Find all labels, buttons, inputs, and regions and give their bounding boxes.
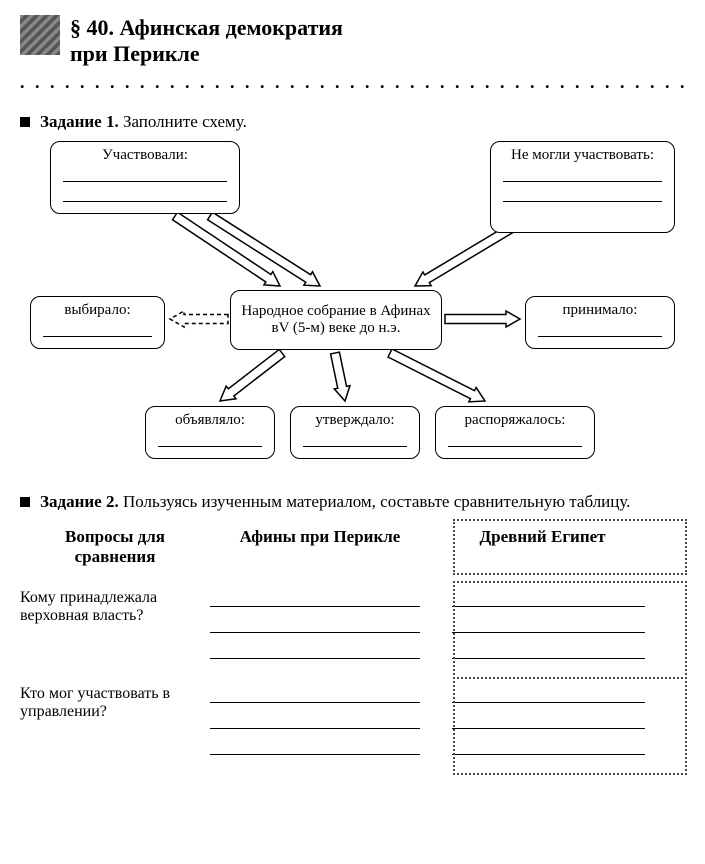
blank-line[interactable] <box>210 615 420 633</box>
node-elected: выбирало: <box>30 296 165 349</box>
task-2: Задание 2. Пользуясь изученным материало… <box>20 491 685 513</box>
blank-line[interactable] <box>210 641 420 659</box>
node-label: утверждало: <box>301 412 409 429</box>
arrow <box>220 349 285 401</box>
title-line-1: § 40. Афинская демократия <box>70 15 343 40</box>
task-1: Задание 1. Заполните схему. <box>20 111 685 133</box>
center-node-label: Народное собрание в Афинах вV (5-м) веке… <box>241 303 431 337</box>
node-label: Участвовали: <box>61 147 229 164</box>
blank-line[interactable] <box>210 711 420 729</box>
blank-line[interactable] <box>43 323 152 337</box>
row-question: Кому принадлежала верховная власть? <box>20 589 210 667</box>
node-not_participate: Не могли участвовать: <box>490 141 675 233</box>
blank-line[interactable] <box>63 188 227 202</box>
task-1-desc: Заполните схему. <box>123 112 247 131</box>
node-label: выбирало: <box>41 302 154 319</box>
blank-line[interactable] <box>452 589 645 607</box>
blank-line[interactable] <box>452 737 645 755</box>
task-2-label: Задание 2. <box>40 492 119 511</box>
page-title: § 40. Афинская демократия при Перикле <box>70 15 343 68</box>
node-label: объявляло: <box>156 412 264 429</box>
blank-line[interactable] <box>452 711 645 729</box>
table-header-3: Древний Египет <box>430 523 655 571</box>
row-athens <box>210 589 430 667</box>
arrow <box>170 311 228 327</box>
arrow <box>331 352 350 401</box>
row-egypt <box>430 685 655 763</box>
node-accepted: принимало: <box>525 296 675 349</box>
diagram: Народное собрание в Афинах вV (5-м) веке… <box>20 141 685 481</box>
bullet-icon <box>20 497 30 507</box>
blank-line[interactable] <box>503 168 662 182</box>
task-2-desc: Пользуясь изученным материалом, составьт… <box>123 492 630 511</box>
row-egypt <box>430 589 655 667</box>
arrow <box>445 311 520 327</box>
node-participated: Участвовали: <box>50 141 240 214</box>
blank-line[interactable] <box>210 737 420 755</box>
blank-line[interactable] <box>452 615 645 633</box>
node-label: принимало: <box>536 302 664 319</box>
blank-line[interactable] <box>452 685 645 703</box>
node-label: распоряжалось: <box>446 412 584 429</box>
blank-line[interactable] <box>63 168 227 182</box>
table-header-1: Вопросы для сравнения <box>20 523 210 571</box>
blank-line[interactable] <box>538 323 662 337</box>
row-question: Кто мог участвовать в управлении? <box>20 685 210 763</box>
node-managed: распоряжалось: <box>435 406 595 459</box>
divider-dots: . . . . . . . . . . . . . . . . . . . . … <box>20 72 685 93</box>
comparison-table: Вопросы для сравнения Афины при Перикле … <box>20 523 685 763</box>
title-line-2: при Перикле <box>70 41 200 66</box>
arrow <box>388 349 485 402</box>
blank-line[interactable] <box>303 433 407 447</box>
blank-line[interactable] <box>210 589 420 607</box>
node-approved: утверждало: <box>290 406 420 459</box>
row-athens <box>210 685 430 763</box>
blank-line[interactable] <box>448 433 582 447</box>
blank-line[interactable] <box>210 685 420 703</box>
center-node: Народное собрание в Афинах вV (5-м) веке… <box>230 290 442 350</box>
task-1-label: Задание 1. <box>40 112 119 131</box>
table-row: Кто мог участвовать в управлении? <box>20 685 685 763</box>
blank-line[interactable] <box>503 188 662 202</box>
blank-line[interactable] <box>452 641 645 659</box>
table-row: Кому принадлежала верховная власть? <box>20 589 685 667</box>
table-header: Вопросы для сравнения Афины при Перикле … <box>20 523 685 571</box>
node-declared: объявляло: <box>145 406 275 459</box>
task-1-text: Задание 1. Заполните схему. <box>40 111 247 133</box>
task-2-text: Задание 2. Пользуясь изученным материало… <box>40 491 630 513</box>
bullet-icon <box>20 117 30 127</box>
node-label: Не могли участвовать: <box>501 147 664 164</box>
blank-line[interactable] <box>158 433 262 447</box>
table-header-2: Афины при Перикле <box>210 523 430 571</box>
section-icon <box>20 15 60 55</box>
